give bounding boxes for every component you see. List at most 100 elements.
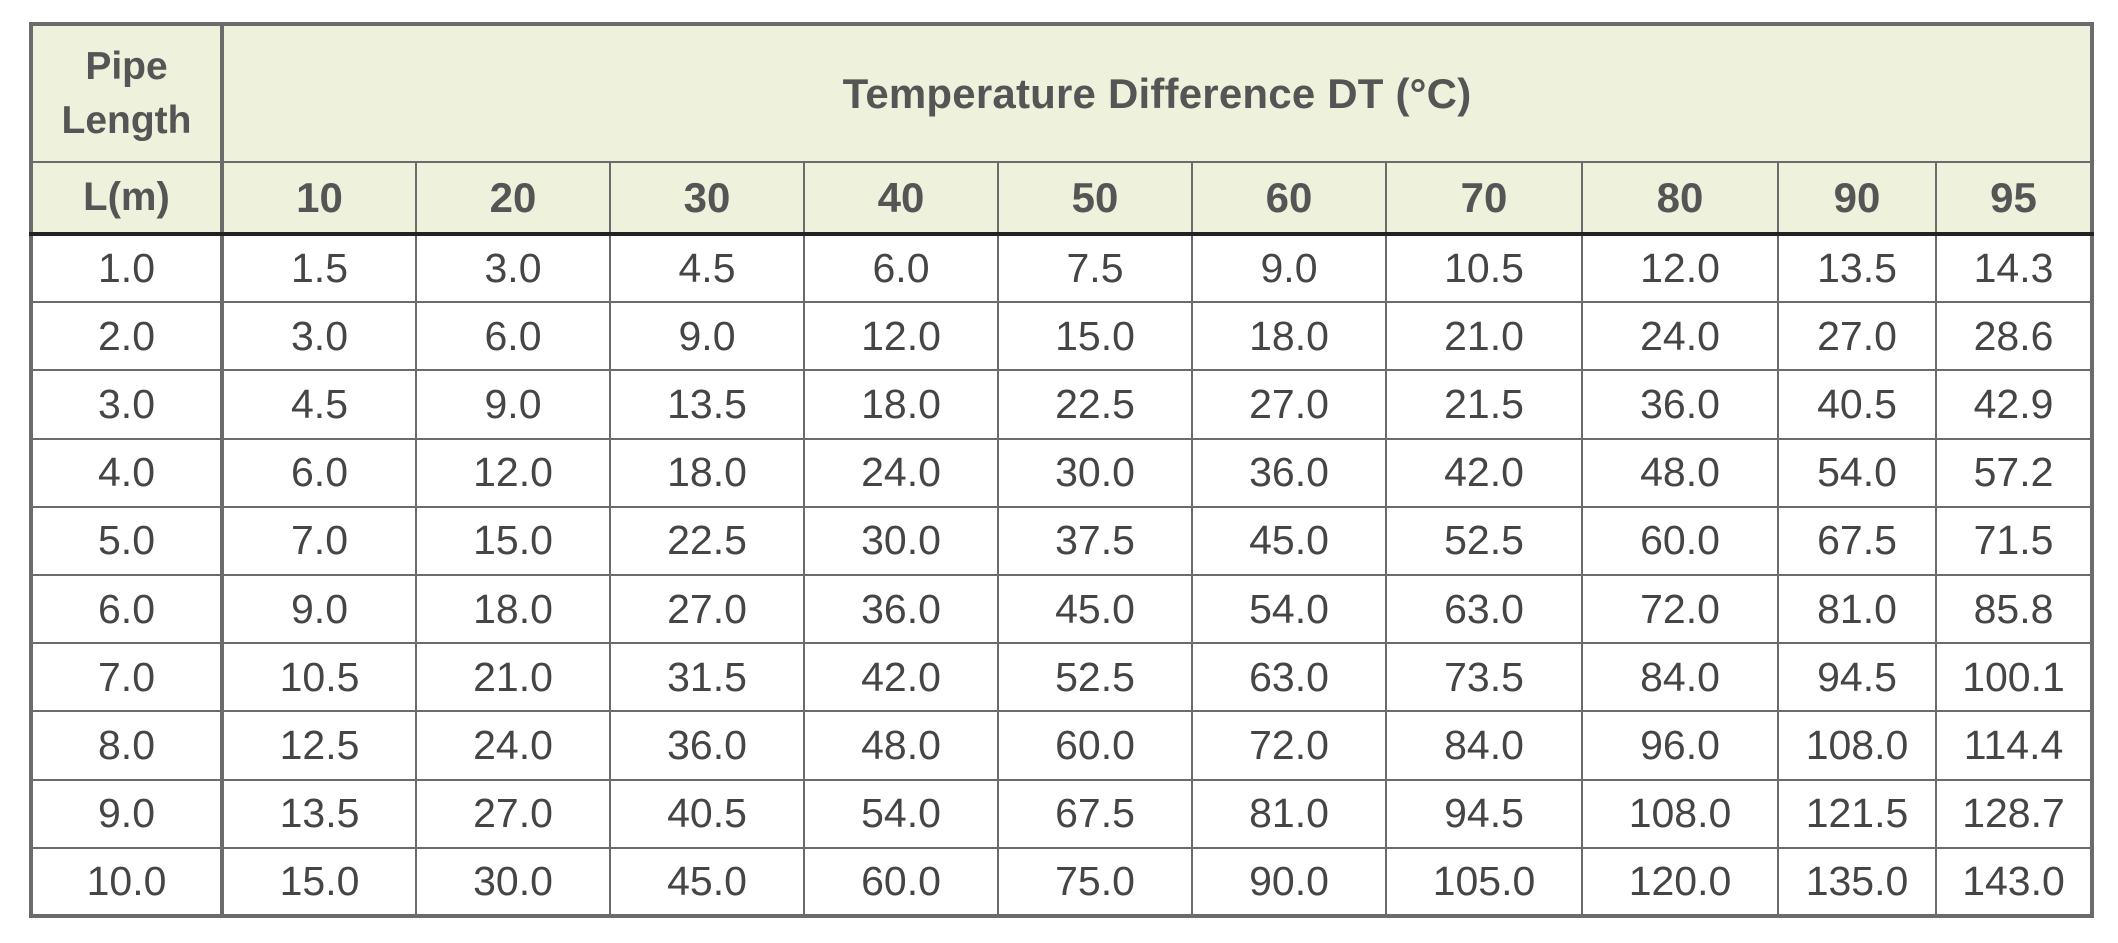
column-header-dt-40: 40 <box>803 161 999 236</box>
value-cell: 40.5 <box>1777 369 1937 440</box>
value-cell: 52.5 <box>997 642 1193 713</box>
value-cell: 18.0 <box>803 369 999 440</box>
value-cell: 18.0 <box>1191 301 1387 372</box>
value-cell: 37.5 <box>997 505 1193 576</box>
value-cell: 40.5 <box>609 778 805 849</box>
pipe-length-cell: 8.0 <box>30 710 224 781</box>
value-cell: 54.0 <box>1191 573 1387 645</box>
value-cell: 12.0 <box>1581 232 1779 304</box>
value-cell: 9.0 <box>1191 232 1387 304</box>
value-cell: 54.0 <box>1777 437 1937 508</box>
value-cell: 72.0 <box>1191 710 1387 781</box>
value-cell: 30.0 <box>997 437 1193 508</box>
value-cell: 13.5 <box>1777 232 1937 304</box>
value-cell: 14.3 <box>1935 232 2093 304</box>
value-cell: 71.5 <box>1935 505 2093 576</box>
value-cell: 135.0 <box>1777 846 1937 918</box>
table-container: Pipe Length Temperature Difference DT (°… <box>29 22 2094 918</box>
pipe-length-cell: 3.0 <box>30 369 224 440</box>
value-cell: 6.0 <box>221 437 417 508</box>
value-cell: 18.0 <box>415 573 611 645</box>
value-cell: 27.0 <box>415 778 611 849</box>
value-cell: 6.0 <box>803 232 999 304</box>
value-cell: 27.0 <box>1777 301 1937 372</box>
value-cell: 3.0 <box>221 301 417 372</box>
value-cell: 52.5 <box>1385 505 1583 576</box>
value-cell: 30.0 <box>803 505 999 576</box>
column-header-dt-20: 20 <box>415 161 611 236</box>
value-cell: 7.0 <box>221 505 417 576</box>
table-row: 3.0 4.5 9.0 13.5 18.0 22.5 27.0 21.5 36.0 40.5 42.… <box>30 369 2093 440</box>
value-cell: 27.0 <box>609 573 805 645</box>
column-header-dt-80: 80 <box>1581 161 1779 236</box>
value-cell: 60.0 <box>803 846 999 918</box>
pipe-length-cell: 5.0 <box>30 505 224 576</box>
value-cell: 63.0 <box>1385 573 1583 645</box>
value-cell: 143.0 <box>1935 846 2093 918</box>
table-row: 7.0 10.5 21.0 31.5 42.0 52.5 63.0 73.5 84.0 94.5 1… <box>30 642 2093 713</box>
pipe-length-cell: 2.0 <box>30 301 224 372</box>
value-cell: 67.5 <box>1777 505 1937 576</box>
value-cell: 15.0 <box>997 301 1193 372</box>
value-cell: 84.0 <box>1581 642 1779 713</box>
value-cell: 36.0 <box>803 573 999 645</box>
table-row: 10.0 15.0 30.0 45.0 60.0 75.0 90.0 105.0 120.0 13… <box>30 846 2093 918</box>
pipe-length-header: Pipe Length <box>30 23 224 163</box>
column-header-dt-30: 30 <box>609 161 805 236</box>
value-cell: 4.5 <box>609 232 805 304</box>
header-row-group: Pipe Length Temperature Difference DT (°… <box>30 23 2093 163</box>
value-cell: 42.0 <box>1385 437 1583 508</box>
value-cell: 31.5 <box>609 642 805 713</box>
value-cell: 13.5 <box>221 778 417 849</box>
value-cell: 24.0 <box>803 437 999 508</box>
table-row: 9.0 13.5 27.0 40.5 54.0 67.5 81.0 94.5 108.0 121.… <box>30 778 2093 849</box>
column-header-dt-70: 70 <box>1385 161 1583 236</box>
value-cell: 6.0 <box>415 301 611 372</box>
value-cell: 128.7 <box>1935 778 2093 849</box>
value-cell: 21.5 <box>1385 369 1583 440</box>
column-header-dt-50: 50 <box>997 161 1193 236</box>
value-cell: 48.0 <box>1581 437 1779 508</box>
value-cell: 36.0 <box>1581 369 1779 440</box>
value-cell: 42.9 <box>1935 369 2093 440</box>
value-cell: 94.5 <box>1777 642 1937 713</box>
value-cell: 96.0 <box>1581 710 1779 781</box>
value-cell: 21.0 <box>1385 301 1583 372</box>
value-cell: 81.0 <box>1777 573 1937 645</box>
value-cell: 36.0 <box>609 710 805 781</box>
value-cell: 108.0 <box>1581 778 1779 849</box>
value-cell: 63.0 <box>1191 642 1387 713</box>
table-header: Pipe Length Temperature Difference DT (°… <box>30 23 2093 236</box>
value-cell: 9.0 <box>221 573 417 645</box>
value-cell: 9.0 <box>415 369 611 440</box>
value-cell: 108.0 <box>1777 710 1937 781</box>
pipe-length-cell: 6.0 <box>30 573 224 645</box>
length-unit-header: L(m) <box>30 161 224 236</box>
value-cell: 72.0 <box>1581 573 1779 645</box>
pipe-length-cell: 9.0 <box>30 778 224 849</box>
value-cell: 18.0 <box>609 437 805 508</box>
value-cell: 73.5 <box>1385 642 1583 713</box>
column-header-dt-10: 10 <box>221 161 417 236</box>
value-cell: 60.0 <box>1581 505 1779 576</box>
value-cell: 24.0 <box>1581 301 1779 372</box>
value-cell: 13.5 <box>609 369 805 440</box>
temperature-difference-header: Temperature Difference DT (°C) <box>221 23 2093 163</box>
value-cell: 75.0 <box>997 846 1193 918</box>
value-cell: 24.0 <box>415 710 611 781</box>
column-header-dt-90: 90 <box>1777 161 1937 236</box>
table-row: 1.0 1.5 3.0 4.5 6.0 7.5 9.0 10.5 12.0 13.5 14.3 <box>30 232 2093 304</box>
value-cell: 15.0 <box>415 505 611 576</box>
value-cell: 22.5 <box>997 369 1193 440</box>
table-row: 6.0 9.0 18.0 27.0 36.0 45.0 54.0 63.0 72.0 81.0 85… <box>30 573 2093 645</box>
value-cell: 15.0 <box>221 846 417 918</box>
value-cell: 12.0 <box>803 301 999 372</box>
value-cell: 7.5 <box>997 232 1193 304</box>
value-cell: 4.5 <box>221 369 417 440</box>
value-cell: 3.0 <box>415 232 611 304</box>
pipe-length-cell: 10.0 <box>30 846 224 918</box>
value-cell: 45.0 <box>1191 505 1387 576</box>
value-cell: 45.0 <box>997 573 1193 645</box>
table-row: 2.0 3.0 6.0 9.0 12.0 15.0 18.0 21.0 24.0 27.0 28.6 <box>30 301 2093 372</box>
value-cell: 81.0 <box>1191 778 1387 849</box>
